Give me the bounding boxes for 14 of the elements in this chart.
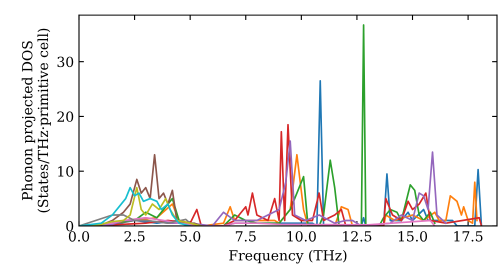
y-tick-label: 0 [66,220,74,232]
x-axis-title: Frequency (THz) [229,250,346,264]
x-tick-label: 15.0 [398,231,428,242]
y-axis-title: Phonon projected DOS (States/THz·primitive cell) [22,28,51,212]
y-tick-label: 20 [57,111,74,122]
x-tick-label: 5.0 [180,231,200,242]
x-tick-label: 12.5 [343,231,372,242]
x-tick-label: 0.0 [68,231,90,242]
x-tick-label: 17.5 [454,231,482,242]
y-tick-label: 10 [58,166,74,177]
y-tick-label: 30 [58,56,74,68]
x-tick-label: 10.0 [288,231,316,242]
x-tick-label: 7.5 [236,231,256,242]
x-tick-label: 2.5 [124,231,145,242]
